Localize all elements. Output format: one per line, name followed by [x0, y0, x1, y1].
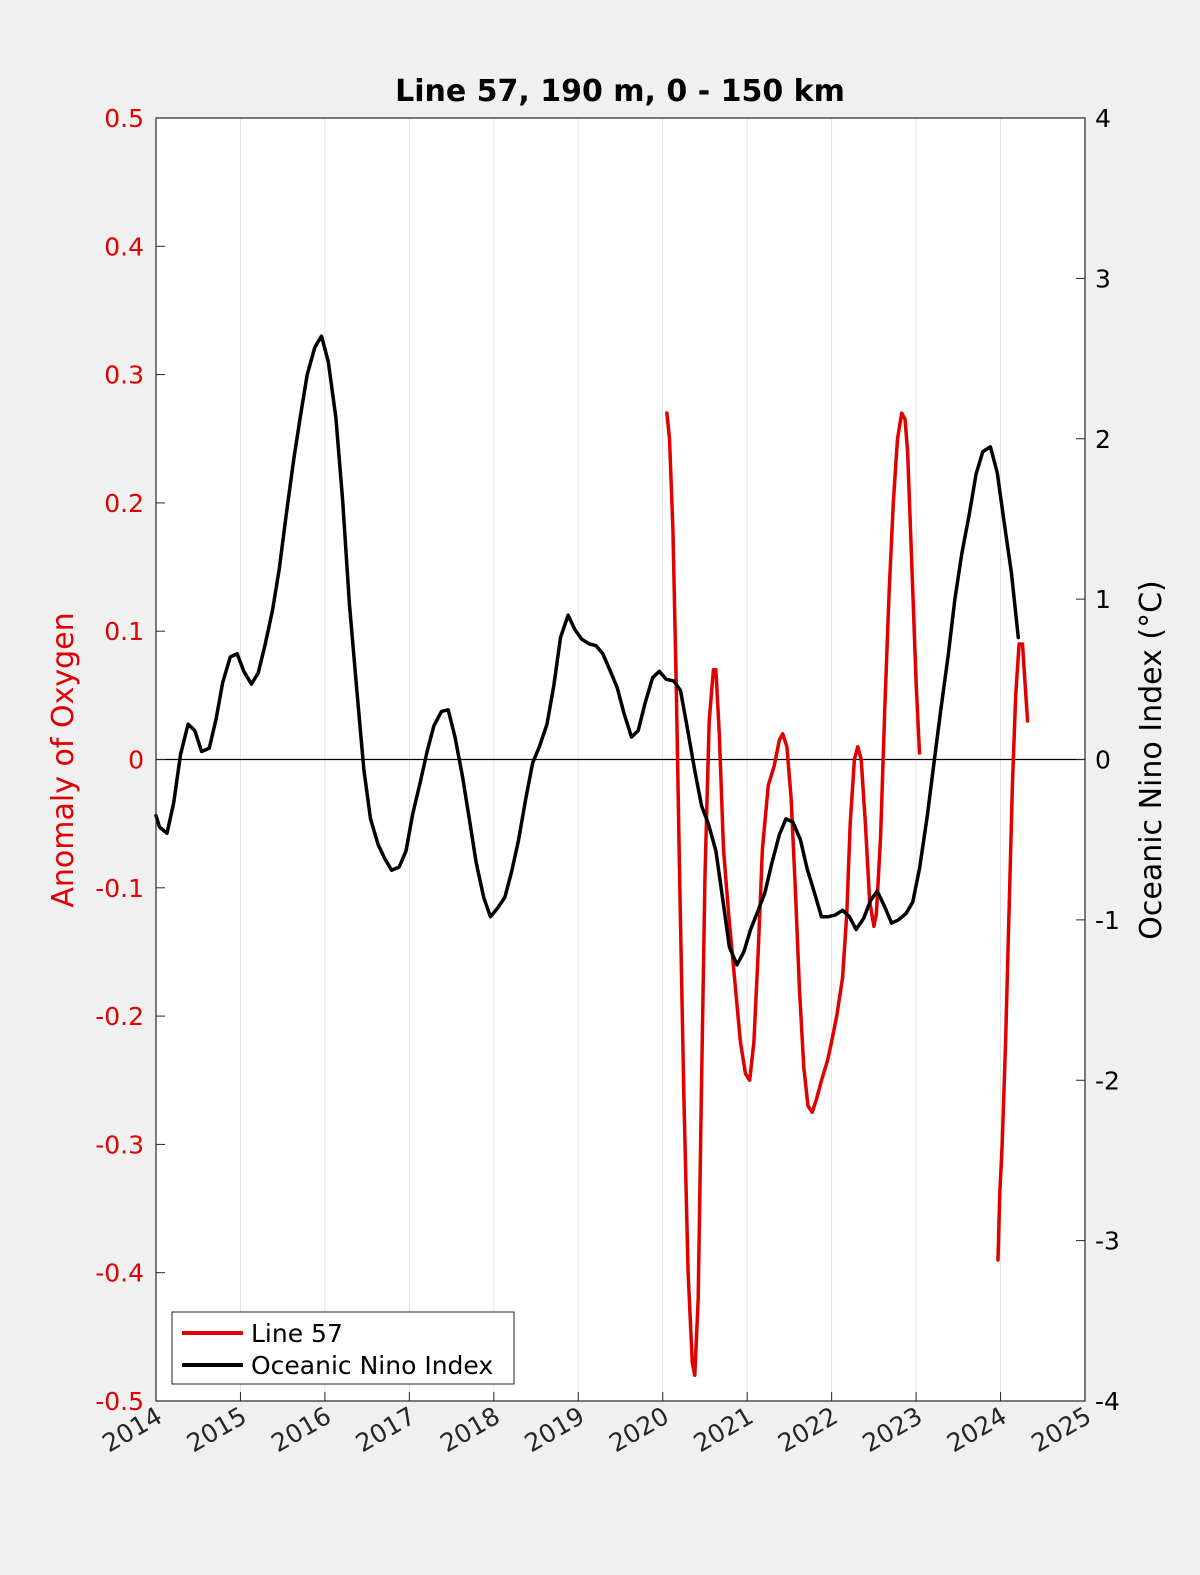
- right-tick-label: -1: [1095, 906, 1120, 935]
- series-line-line-57: [996, 642, 1030, 1262]
- right-tick-label: 4: [1095, 104, 1111, 133]
- left-tick-label: -0.5: [95, 1387, 144, 1416]
- left-tick-label: -0.1: [95, 874, 144, 903]
- legend-label-oni: Oceanic Nino Index: [251, 1351, 493, 1380]
- series-layer: [154, 334, 1030, 1378]
- right-tick-label: -4: [1095, 1387, 1120, 1416]
- left-tick-label: -0.3: [95, 1130, 144, 1159]
- chart-title: Line 57, 190 m, 0 - 150 km: [395, 74, 845, 109]
- series-line-line-57: [665, 411, 922, 1378]
- left-tick-label: 0.5: [104, 104, 144, 133]
- left-tick-label: 0: [128, 746, 144, 775]
- left-tick-label: 0.2: [104, 489, 144, 518]
- right-tick-label: -2: [1095, 1066, 1120, 1095]
- right-tick-label: 1: [1095, 585, 1111, 614]
- right-tick-label: 3: [1095, 264, 1111, 293]
- right-tick-label: -3: [1095, 1227, 1120, 1256]
- left-tick-label: 0.3: [104, 361, 144, 390]
- legend-box: [171, 1311, 515, 1385]
- series-line-oceanic-nino-index: [154, 334, 1021, 967]
- legend: Line 57 Oceanic Nino Index: [171, 1311, 515, 1385]
- left-tick-label: 0.4: [104, 232, 144, 261]
- left-y-axis: 0.5 0.4 0.3 0.2 0.1 0 -0.1 -0.2 -0.3 -0.4 -0.5: [95, 104, 165, 1416]
- legend-label-line-57: Line 57: [251, 1319, 343, 1348]
- left-tick-label: -0.2: [95, 1002, 144, 1031]
- right-y-axis: 4 3 2 1 0 -1 -2 -3 -4: [1076, 104, 1120, 1416]
- left-tick-label: -0.4: [95, 1259, 144, 1288]
- right-tick-label: 0: [1095, 746, 1111, 775]
- left-tick-label: 0.1: [104, 617, 144, 646]
- right-tick-label: 2: [1095, 425, 1111, 454]
- right-axis-label: Oceanic Nino Index (°C): [1134, 580, 1169, 940]
- left-axis-label: Anomaly of Oxygen: [46, 612, 81, 907]
